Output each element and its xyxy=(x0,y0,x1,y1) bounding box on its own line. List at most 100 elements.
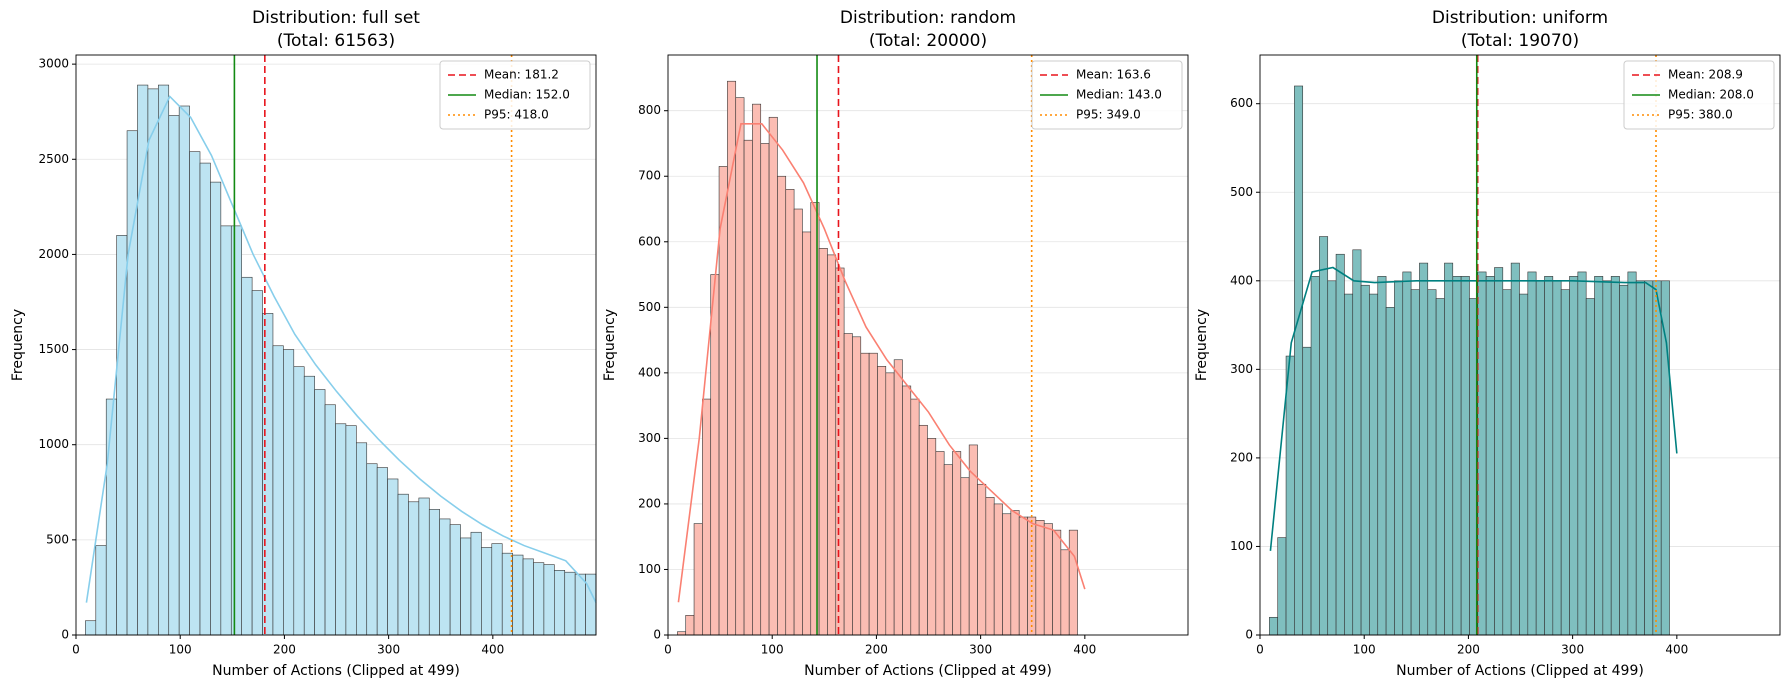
bar xyxy=(314,389,326,636)
bar xyxy=(827,254,837,636)
x-tick-label: 400 xyxy=(1665,643,1688,657)
legend-box xyxy=(1031,60,1183,130)
bar xyxy=(818,248,828,636)
bar xyxy=(158,84,170,636)
axes-frame xyxy=(75,54,597,636)
bar xyxy=(1344,293,1354,636)
bar xyxy=(251,290,263,636)
panel: Distribution: uniform (Total: 19070) Numbe… xyxy=(1194,8,1781,679)
bar xyxy=(178,105,190,636)
bar xyxy=(1394,280,1404,636)
y-tick-label: 600 xyxy=(638,234,661,248)
bar xyxy=(408,501,420,636)
x-tick-label: 300 xyxy=(377,643,400,657)
bar xyxy=(710,274,720,636)
bar xyxy=(843,333,853,636)
bar xyxy=(283,349,295,636)
y-tick-label: 500 xyxy=(638,300,661,314)
x-axis-label: Number of Actions (Clipped at 499) xyxy=(1396,663,1644,679)
bar xyxy=(428,509,440,636)
bar xyxy=(1485,276,1495,636)
bar xyxy=(1644,280,1654,636)
y-tick-label: 3000 xyxy=(38,57,69,71)
bar xyxy=(835,267,845,636)
legend-label: P95: 349.0 xyxy=(1076,108,1141,122)
kde-line xyxy=(85,95,597,604)
bar xyxy=(105,398,117,636)
bar xyxy=(1552,280,1562,636)
bar xyxy=(752,103,762,636)
legend-label: P95: 418.0 xyxy=(484,108,549,122)
bar xyxy=(768,116,778,636)
bar xyxy=(345,425,357,636)
bar xyxy=(126,130,138,636)
bar xyxy=(1043,523,1053,636)
bar xyxy=(952,451,962,636)
y-tick-label: 600 xyxy=(1230,96,1253,110)
bar xyxy=(293,366,305,636)
bar xyxy=(1560,289,1570,636)
bar xyxy=(1277,537,1287,636)
y-axis-label: Frequency xyxy=(10,309,26,381)
kde-line xyxy=(1269,266,1678,551)
bar xyxy=(1594,276,1604,636)
bar xyxy=(387,478,399,636)
bar xyxy=(1419,262,1429,636)
y-tick-label: 100 xyxy=(1230,539,1253,553)
bar xyxy=(1585,298,1595,636)
bar xyxy=(168,115,180,636)
bar xyxy=(491,543,503,636)
y-tick-label: 100 xyxy=(638,562,661,576)
bar xyxy=(147,88,159,636)
bar xyxy=(1302,346,1312,636)
bar xyxy=(760,143,770,636)
bar xyxy=(1635,280,1645,636)
bar xyxy=(397,493,409,636)
bar xyxy=(1385,307,1395,636)
bar xyxy=(335,423,347,636)
y-tick-label: 2500 xyxy=(38,152,69,166)
bar xyxy=(993,503,1003,636)
bar xyxy=(977,483,987,636)
chart-title: Distribution: full set xyxy=(252,8,420,28)
y-tick-label: 300 xyxy=(1230,362,1253,376)
bar xyxy=(1460,276,1470,636)
bar xyxy=(1502,289,1512,636)
y-tick-label: 800 xyxy=(638,103,661,117)
bar xyxy=(1544,276,1554,636)
bar xyxy=(533,562,545,636)
bar xyxy=(449,524,461,636)
y-tick-label: 0 xyxy=(1245,628,1253,642)
x-tick-label: 300 xyxy=(969,643,992,657)
x-tick-label: 0 xyxy=(664,643,672,657)
x-tick-label: 400 xyxy=(1073,643,1096,657)
bar xyxy=(985,497,995,636)
bar xyxy=(1627,271,1637,636)
bar xyxy=(910,398,920,636)
axes-frame xyxy=(1259,54,1781,636)
bar xyxy=(1327,280,1337,636)
bar xyxy=(1427,289,1437,636)
bar xyxy=(935,451,945,636)
bar xyxy=(1435,298,1445,636)
bar xyxy=(1010,510,1020,636)
y-tick-label: 400 xyxy=(638,365,661,379)
y-tick-label: 200 xyxy=(638,496,661,510)
bar xyxy=(1402,271,1412,636)
x-tick-label: 200 xyxy=(865,643,888,657)
x-axis-label: Number of Actions (Clipped at 499) xyxy=(212,663,460,679)
bar xyxy=(522,558,534,636)
bar xyxy=(1035,520,1045,636)
bar xyxy=(303,375,315,636)
bar xyxy=(1285,355,1295,636)
chart-subtitle: (Total: 20000) xyxy=(869,31,987,51)
bar xyxy=(554,570,566,636)
bar xyxy=(324,404,336,636)
bar xyxy=(868,352,878,636)
bar xyxy=(1519,293,1529,636)
bar xyxy=(860,352,870,636)
legend-label: Median: 152.0 xyxy=(484,88,570,102)
kde-line xyxy=(677,123,1086,603)
y-tick-label: 2000 xyxy=(38,247,69,261)
y-tick-label: 0 xyxy=(653,628,661,642)
